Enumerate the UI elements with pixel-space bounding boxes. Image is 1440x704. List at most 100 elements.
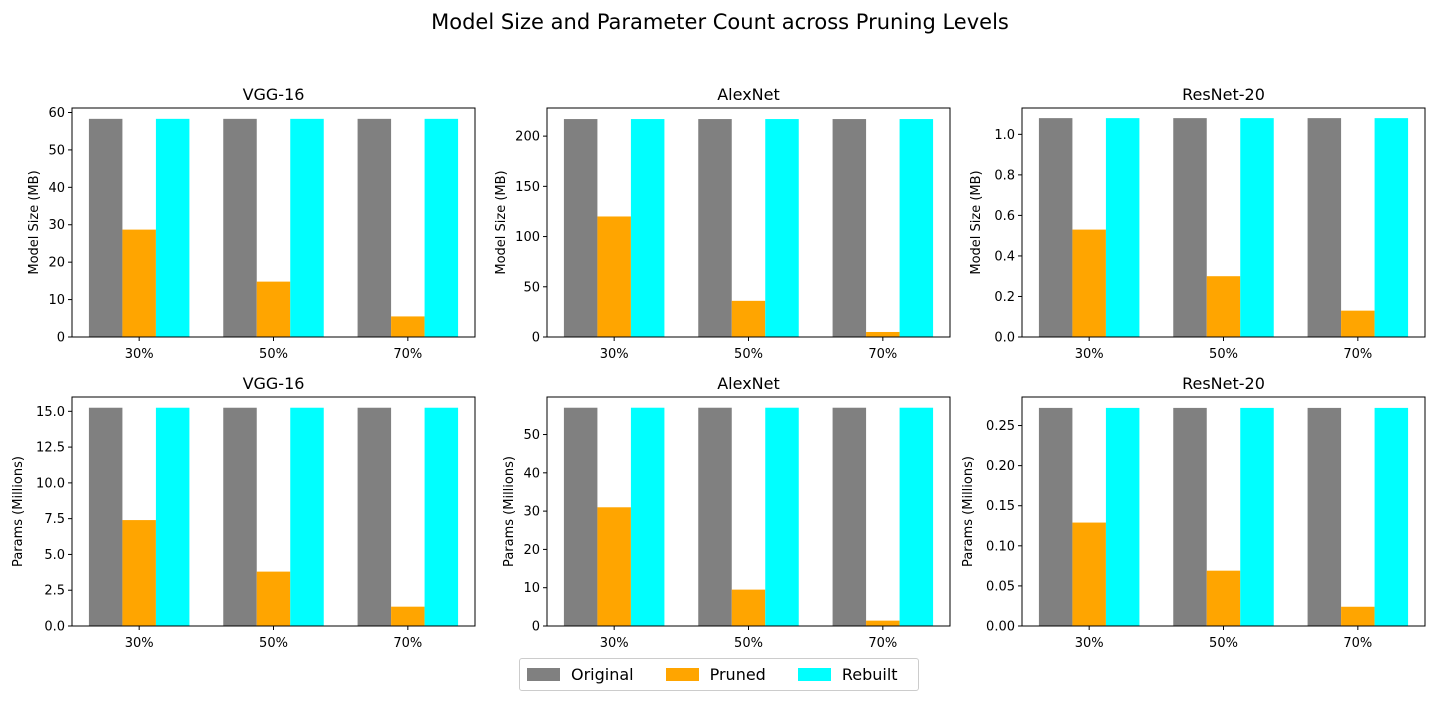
y-tick-label: 50: [523, 428, 540, 443]
x-tick-label: 70%: [393, 636, 422, 651]
y-axis-label: Model Size (MB): [27, 170, 42, 274]
bar-rebuilt-70pct: [899, 119, 934, 337]
y-tick-label: 30: [523, 505, 540, 520]
bar-original-70pct: [357, 407, 392, 626]
subplot-4: 30% 50% 70% 0.0 2.5 5.0 7.5 10.0 12.5 15.0 VGG-16 P…: [11, 374, 476, 651]
y-tick-label: 0.05: [986, 579, 1015, 594]
y-tick-label: 0: [57, 331, 65, 346]
y-tick-label: 0.4: [994, 249, 1015, 264]
y-tick-label: 15.0: [36, 405, 65, 420]
bar-original-70pct: [1307, 118, 1342, 337]
subplot-title: VGG-16: [243, 374, 305, 393]
y-tick-label: 30: [48, 218, 65, 233]
x-tick-label: 70%: [1343, 347, 1372, 362]
y-tick-label: 0.0: [44, 620, 65, 635]
y-tick-label: 0.6: [994, 209, 1015, 224]
x-tick-label: 50%: [1209, 636, 1238, 651]
bar-original-30pct: [88, 118, 123, 337]
y-tick-label: 5.0: [44, 548, 65, 563]
legend-swatch: [527, 668, 560, 681]
bar-rebuilt-50pct: [765, 119, 799, 337]
bar-rebuilt-70pct: [899, 407, 934, 626]
y-tick-label: 0.0: [994, 331, 1015, 346]
x-tick-label: 70%: [1343, 636, 1372, 651]
y-tick-label: 10: [48, 293, 65, 308]
y-tick-label: 0.00: [986, 620, 1015, 635]
bar-original-30pct: [563, 407, 598, 626]
y-tick-label: 0.2: [994, 290, 1015, 305]
subplot-title: AlexNet: [717, 85, 780, 104]
x-tick-label: 50%: [734, 347, 763, 362]
y-tick-label: 60: [48, 106, 65, 121]
y-tick-label: 10: [523, 581, 540, 596]
bar-rebuilt-30pct: [630, 407, 665, 626]
y-tick-label: 0.8: [994, 168, 1015, 183]
bar-rebuilt-30pct: [630, 119, 665, 337]
bar-rebuilt-70pct: [424, 118, 459, 337]
bar-original-50pct: [1173, 407, 1207, 626]
bar-original-50pct: [1173, 118, 1207, 337]
bar-original-30pct: [1038, 407, 1073, 626]
bar-pruned-50pct: [731, 300, 766, 337]
figure-title: Model Size and Parameter Count across Pr…: [431, 10, 1009, 34]
y-tick-label: 0.10: [986, 539, 1015, 554]
x-tick-label: 70%: [393, 347, 422, 362]
x-tick-label: 30%: [1075, 347, 1104, 362]
subplot-title: VGG-16: [243, 85, 305, 104]
y-axis-label: Model Size (MB): [969, 170, 984, 274]
subplot-6: 30% 50% 70% 0.00 0.05 0.10 0.15 0.20 0.25 ResNet-…: [961, 374, 1426, 651]
legend-label: Pruned: [709, 665, 766, 684]
y-tick-label: 20: [523, 543, 540, 558]
bar-pruned-70pct: [1341, 606, 1375, 626]
bar-rebuilt-30pct: [155, 118, 190, 337]
bar-original-50pct: [698, 119, 732, 337]
subplot-title: ResNet-20: [1182, 374, 1265, 393]
subplot-2: 30% 50% 70% 0 50 100 150 200 AlexNet Model Size (…: [494, 85, 951, 362]
bar-original-30pct: [88, 407, 123, 626]
x-tick-label: 30%: [600, 636, 629, 651]
legend-item-rebuilt: Rebuilt: [797, 665, 898, 684]
bar-original-70pct: [832, 407, 867, 626]
bar-original-70pct: [357, 118, 392, 337]
bar-original-50pct: [698, 407, 732, 626]
legend-label: Rebuilt: [841, 665, 898, 684]
x-tick-label: 70%: [868, 347, 897, 362]
bar-pruned-70pct: [866, 620, 900, 626]
bar-original-50pct: [223, 118, 257, 337]
x-tick-label: 50%: [259, 636, 288, 651]
y-tick-label: 7.5: [44, 512, 65, 527]
x-tick-label: 30%: [600, 347, 629, 362]
bar-rebuilt-50pct: [765, 407, 799, 626]
y-tick-label: 1.0: [994, 128, 1015, 143]
bar-pruned-70pct: [1341, 310, 1375, 337]
x-tick-label: 50%: [1209, 347, 1238, 362]
bar-original-30pct: [1038, 118, 1073, 337]
bar-pruned-30pct: [597, 507, 631, 626]
subplot-3: 30% 50% 70% 0.0 0.2 0.4 0.6 0.8 1.0 ResNet-20 Mode…: [969, 85, 1426, 362]
bar-pruned-30pct: [1072, 522, 1106, 626]
x-tick-label: 50%: [259, 347, 288, 362]
y-tick-label: 50: [48, 143, 65, 158]
y-axis-label: Params (Millions): [502, 456, 517, 567]
y-tick-label: 0.15: [986, 499, 1015, 514]
y-axis-label: Params (Millions): [961, 456, 976, 567]
bar-original-70pct: [1307, 407, 1342, 626]
bar-rebuilt-50pct: [290, 407, 324, 626]
bar-rebuilt-70pct: [1374, 407, 1409, 626]
bar-rebuilt-30pct: [155, 407, 190, 626]
bar-rebuilt-50pct: [1240, 118, 1274, 337]
bar-rebuilt-30pct: [1105, 118, 1140, 337]
y-tick-label: 0.25: [986, 419, 1015, 434]
y-tick-label: 12.5: [36, 441, 65, 456]
bar-pruned-70pct: [391, 606, 425, 626]
bar-original-30pct: [563, 119, 598, 337]
bar-pruned-30pct: [597, 216, 631, 337]
bar-pruned-50pct: [256, 281, 291, 337]
x-tick-label: 30%: [125, 636, 154, 651]
y-tick-label: 100: [515, 230, 540, 245]
bar-pruned-50pct: [1206, 276, 1241, 337]
bar-rebuilt-70pct: [424, 407, 459, 626]
bar-rebuilt-50pct: [290, 118, 324, 337]
y-tick-label: 0.20: [986, 459, 1015, 474]
